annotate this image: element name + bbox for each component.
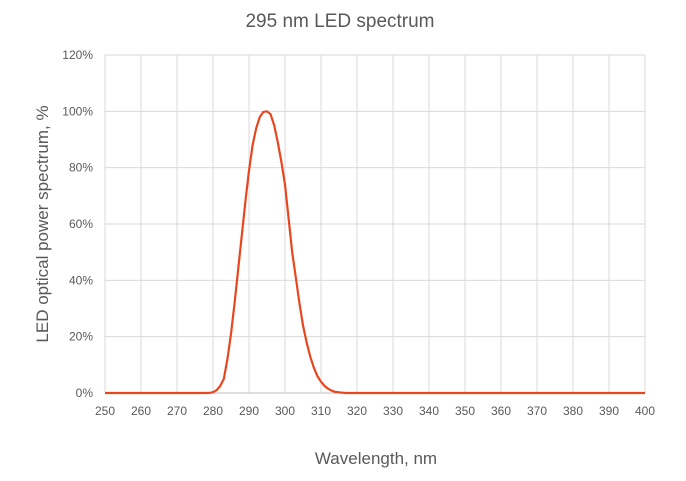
y-axis-label: LED optical power spectrum, % xyxy=(33,105,52,342)
y-tick-label: 0% xyxy=(76,386,94,400)
x-tick-label: 320 xyxy=(347,404,367,418)
x-tick-label: 370 xyxy=(527,404,547,418)
x-tick-label: 310 xyxy=(311,404,331,418)
x-tick-label: 380 xyxy=(563,404,583,418)
x-tick-label: 390 xyxy=(599,404,619,418)
x-tick-label: 350 xyxy=(455,404,475,418)
x-axis-label: Wavelength, nm xyxy=(315,449,437,468)
x-tick-label: 280 xyxy=(203,404,223,418)
y-tick-label: 20% xyxy=(69,330,93,344)
x-tick-label: 270 xyxy=(167,404,187,418)
chart-title: 295 nm LED spectrum xyxy=(245,11,434,32)
x-tick-label: 300 xyxy=(275,404,295,418)
y-tick-label: 40% xyxy=(69,273,93,287)
x-tick-label: 340 xyxy=(419,404,439,418)
x-tick-label: 330 xyxy=(383,404,403,418)
x-tick-label: 400 xyxy=(635,404,655,418)
spectrum-line xyxy=(105,110,645,395)
y-tick-label: 80% xyxy=(69,161,93,175)
y-tick-label: 60% xyxy=(69,217,93,231)
x-tick-label: 260 xyxy=(131,404,151,418)
x-tick-label: 250 xyxy=(95,404,115,418)
y-tick-label: 100% xyxy=(62,104,93,118)
y-tick-label: 120% xyxy=(62,48,93,62)
x-tick-label: 360 xyxy=(491,404,511,418)
x-tick-label: 290 xyxy=(239,404,259,418)
